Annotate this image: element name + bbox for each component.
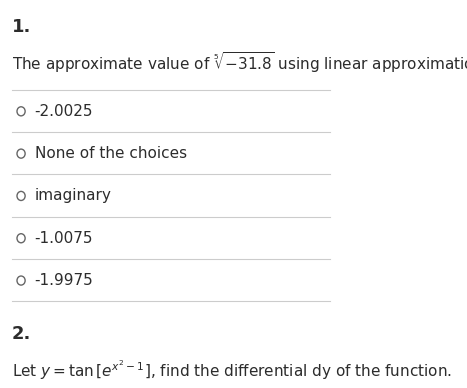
Text: 2.: 2.	[12, 325, 31, 343]
Text: imaginary: imaginary	[35, 189, 112, 203]
Text: 1.: 1.	[12, 18, 31, 36]
Text: Let $y = \tan\left[e^{x^2-1}\right]$, find the differential dy of the function.: Let $y = \tan\left[e^{x^2-1}\right]$, fi…	[12, 359, 452, 382]
Text: The approximate value of $\sqrt[5]{-31.8}$ using linear approximation,: The approximate value of $\sqrt[5]{-31.8…	[12, 50, 467, 75]
Text: -2.0025: -2.0025	[35, 104, 93, 119]
Text: None of the choices: None of the choices	[35, 146, 187, 161]
Text: -1.0075: -1.0075	[35, 231, 93, 246]
Text: -1.9975: -1.9975	[35, 273, 93, 288]
